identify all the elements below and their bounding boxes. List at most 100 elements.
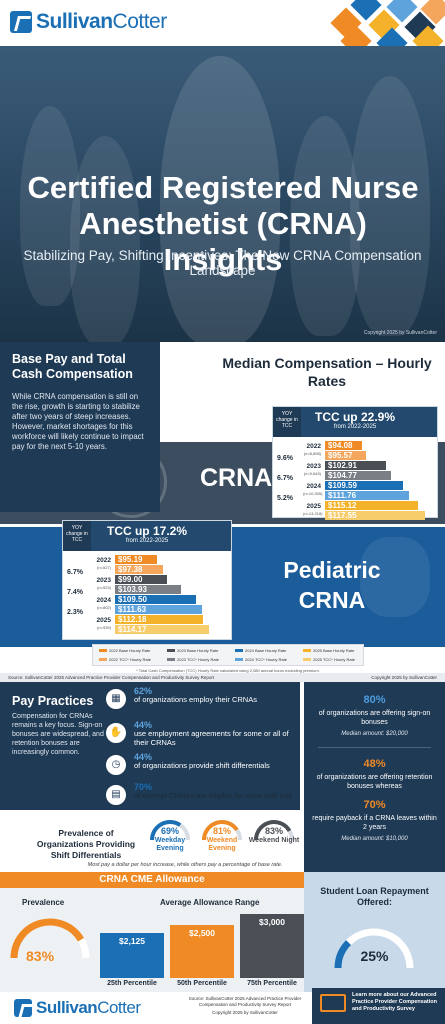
handshake-icon: ✋	[104, 721, 128, 745]
healthcare-team-photo	[0, 46, 445, 342]
chart-row: 2024 (n=10,305) $109.59 $111.76	[273, 481, 437, 501]
tcc-rate-bar: $95.57	[325, 451, 367, 460]
learn-more-link[interactable]: Learn more about our Advanced Practice P…	[312, 988, 445, 1024]
hero-banner: Certified Registered Nurse Anesthetist (…	[0, 46, 445, 342]
sample-size: (n=939)	[97, 625, 111, 630]
prevalence-gauge	[10, 918, 90, 959]
sample-size: (n=10,305)	[303, 491, 323, 496]
legend-label: 2025 TCC* Hourly Rate	[313, 657, 355, 662]
legend-item: 2024 Base Hourly Rate	[235, 648, 286, 653]
yoy-change: 6.7%	[67, 569, 83, 576]
student-loan-title: Student Loan Repayment Offered:	[320, 886, 429, 907]
crna-chart-panel: TCC up 22.9% from 2022-2025 YOY change i…	[272, 406, 438, 521]
base-rate-bar: $112.18	[115, 615, 204, 624]
base-pay-body: While CRNA compensation is still on the …	[12, 392, 144, 451]
legend-label: 2023 TCC* Hourly Rate	[177, 657, 219, 662]
legend-item: 2024 TCC* Hourly Rate	[235, 657, 287, 662]
legend-label: 2025 Base Hourly Rate	[313, 648, 355, 653]
legend-label: 2024 TCC* Hourly Rate	[245, 657, 287, 662]
base-rate-bar: $102.91	[325, 461, 386, 470]
stat-pct: 62%	[134, 686, 153, 696]
shift-name: Weekend Night	[248, 837, 300, 844]
student-loan-panel: Student Loan Repayment Offered: 25%	[304, 872, 445, 992]
signon-median: Median amount: $20,000	[341, 731, 408, 737]
crna-label: CRNA	[200, 464, 273, 492]
payback-pct: 70%	[363, 799, 386, 811]
footer-logo[interactable]: SullivanCotter	[14, 998, 141, 1018]
pay-practices-panel: Pay Practices Compensation for CRNAs rem…	[0, 682, 300, 810]
chart-row: 2025 (n=13,218) $115.12 $117.55	[273, 501, 437, 521]
year-label: 2025	[96, 617, 111, 624]
chart-row: 2022 (n=8,898) $94.08 $95.57	[273, 441, 437, 461]
page-title: Certified Registered Nurse Anesthetist (…	[27, 170, 419, 277]
learn-more-text: Learn more about our Advanced Practice P…	[352, 992, 437, 1012]
stat-differentials: ◷ 44% of organizations provide shift dif…	[104, 752, 300, 780]
cme-title: CRNA CME Allowance	[0, 872, 304, 888]
signon-pct: 80%	[363, 694, 386, 706]
chart-row: 2024 (n=802) $109.50 $111.63	[63, 595, 231, 615]
sample-size: (n=13,218)	[303, 511, 323, 516]
prevalence-label: Prevalence	[22, 898, 65, 907]
chart-subtitle: from 2022-2025	[333, 424, 377, 430]
year-label: 2025	[306, 503, 321, 510]
shift-gauge: 69% Weekday Evening	[148, 818, 192, 862]
chart-title: TCC up 17.2%	[106, 524, 187, 538]
sample-size: (n=523)	[97, 585, 111, 590]
gauge-fill	[334, 940, 352, 969]
base-pay-section: CRNA Pediatric CRNA Base Pay and Total C…	[0, 342, 445, 678]
pediatric-crna-label: Pediatric CRNA	[283, 557, 381, 613]
shift-diff-note: Most pay a dollar per hour increase, whi…	[87, 862, 283, 868]
cme-bar: $2,125	[100, 932, 164, 978]
footer: SullivanCotter Source: SullivanCotter 20…	[0, 988, 445, 1024]
tcc-rate-bar: $104.77	[325, 471, 391, 480]
payback-median: Median amount: $10,000	[341, 836, 408, 842]
footer-source-text: Source: SullivanCotter 2025 Advanced Pra…	[188, 996, 302, 1007]
shift-pct: 83%	[264, 826, 283, 836]
footer-source: Source: SullivanCotter 2025 Advanced Pra…	[180, 996, 310, 1016]
legend-label: 2023 Base Hourly Rate	[177, 648, 219, 653]
chart-row: 2023 (n=523) $99.00 $103.93	[63, 575, 231, 595]
top-bar: SullivanCotter	[0, 0, 445, 46]
stat-text: use employment agreements for some or al…	[134, 729, 289, 747]
chart-row: 2023 (n=9,649) $102.91 $104.77	[273, 461, 437, 481]
year-label: 2023	[96, 577, 111, 584]
legend-label: 2024 Base Hourly Rate	[245, 648, 287, 653]
base-rate-bar: $94.08	[325, 441, 363, 450]
yoy-change: 7.4%	[67, 589, 83, 596]
teddy-bear-icon	[360, 537, 430, 617]
base-rate-bar: $95.19	[115, 555, 157, 564]
cme-bar: $3,000	[240, 914, 304, 978]
shift-pct: 81%	[212, 826, 231, 836]
sample-size: (n=527)	[97, 565, 111, 570]
tcc-rate-bar: $111.63	[115, 605, 202, 614]
year-label: 2024	[96, 597, 111, 604]
source-copyright: Copyright 2025 by SullivanCotter	[371, 675, 437, 680]
stat-text: of organizations employ their CRNAs	[134, 695, 257, 704]
signon-text: of organizations are offering sign-on bo…	[318, 710, 431, 726]
legend-item: 2023 TCC* Hourly Rate	[167, 657, 219, 662]
hero-copyright: Copyright 2025 by SullivanCotter	[363, 330, 437, 336]
gauge-fill	[10, 918, 84, 959]
tcc-rate-bar: $97.38	[115, 565, 163, 574]
stat-pct: 44%	[134, 720, 153, 730]
sample-size: (n=802)	[97, 605, 111, 610]
cme-bar: $2,500	[170, 924, 234, 978]
yoy-change: 6.7%	[277, 475, 293, 482]
median-comp-heading: Median Compensation – Hourly Rates	[222, 355, 432, 389]
shift-name: Weekday Evening	[154, 837, 186, 852]
payback-text: require payback if a CRNA leaves within …	[312, 815, 437, 831]
tcc-rate-bar: $103.93	[115, 585, 181, 594]
yoy-header: YOY change in TCC	[273, 407, 301, 437]
year-label: 2024	[306, 483, 321, 490]
page-subtitle: Stabilizing Pay, Shifting Incentives: Th…	[23, 248, 422, 278]
clock-icon: ◷	[104, 753, 128, 777]
yoy-change: 2.3%	[67, 609, 83, 616]
sullivancotter-logo[interactable]: SullivanCotter	[10, 10, 167, 34]
chart-title: TCC up 22.9%	[314, 410, 395, 424]
pay-practices-section: Pay Practices Compensation for CRNAs rem…	[0, 682, 445, 872]
base-pay-title: Base Pay and Total Cash Compensation	[12, 352, 133, 381]
cme-bar-caption: 25th Percentile	[107, 980, 157, 987]
logo-text-a: Sullivan	[36, 10, 113, 33]
yoy-header: YOY change in TCC	[63, 521, 91, 551]
legend-item: 2022 Base Hourly Rate	[99, 648, 150, 653]
